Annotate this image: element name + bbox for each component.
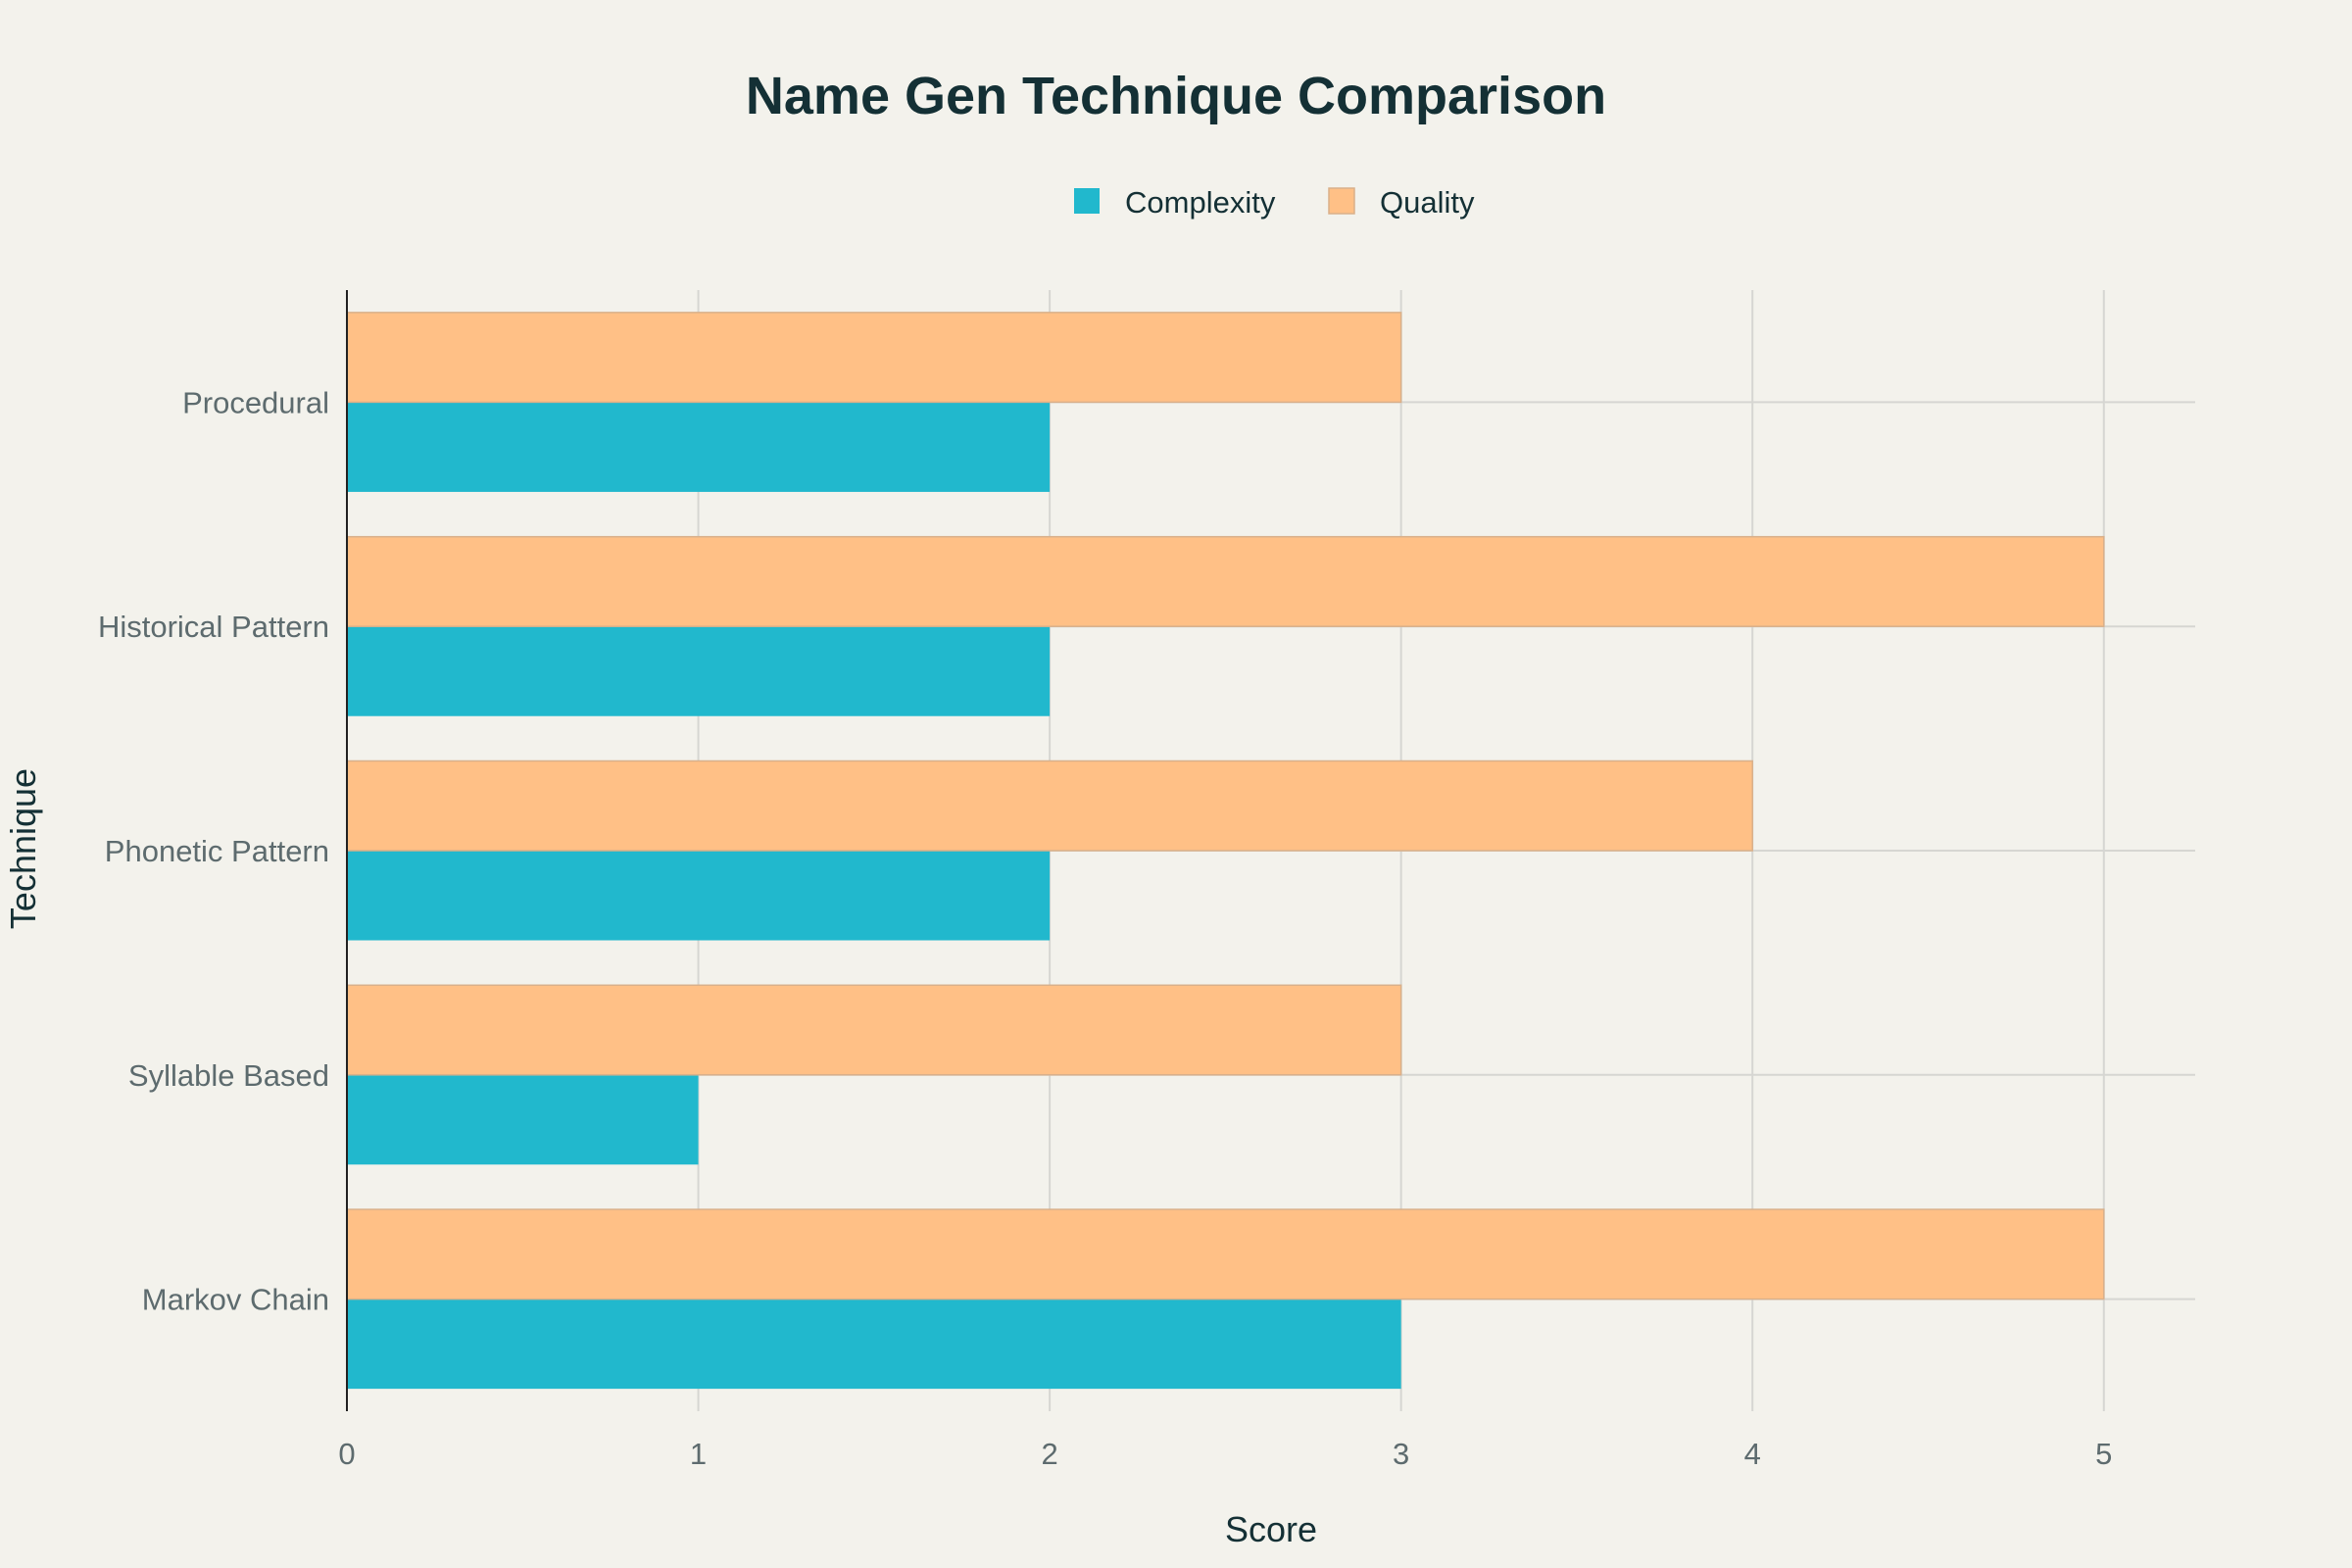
y-axis-title: Technique (3, 768, 43, 929)
bar-quality-procedural (346, 312, 1402, 404)
legend-swatch (1328, 187, 1355, 215)
y-tick-label: Historical Pattern (98, 610, 329, 644)
bar-quality-historical-pattern (346, 535, 2105, 627)
legend-item-complexity[interactable]: Complexity (1074, 185, 1276, 220)
tick-labels: Markov Chain Syllable Based Phonetic Patte… (98, 385, 2112, 1471)
y-tick-label: Procedural (182, 385, 329, 419)
bar-complexity-markov-chain (347, 1298, 1401, 1390)
bar-quality-phonetic-pattern (346, 760, 1753, 852)
x-tick-label: 3 (1393, 1437, 1409, 1471)
x-tick-label: 5 (2095, 1437, 2112, 1471)
bar-complexity-procedural (347, 402, 1051, 492)
y-tick-label: Syllable Based (128, 1058, 329, 1093)
legend[interactable]: Complexity Quality (1074, 185, 1475, 220)
x-tick-label: 1 (690, 1437, 707, 1471)
bar-complexity-syllable-based (347, 1074, 699, 1165)
legend-item-quality[interactable]: Quality (1328, 185, 1475, 220)
legend-label: Complexity (1125, 185, 1276, 220)
x-tick-label: 0 (338, 1437, 355, 1471)
bar-quality-markov-chain (346, 1208, 2105, 1300)
bar-complexity-historical-pattern (347, 626, 1051, 716)
y-tick-label: Markov Chain (142, 1283, 329, 1317)
chart-title: Name Gen Technique Comparison (746, 67, 1606, 125)
bar-quality-syllable-based (346, 984, 1402, 1076)
x-axis-title: Score (1225, 1509, 1317, 1549)
y-tick-label: Phonetic Pattern (105, 834, 329, 868)
bars (346, 312, 2105, 1390)
bar-complexity-phonetic-pattern (347, 851, 1051, 941)
legend-swatch (1074, 188, 1100, 214)
legend-label: Quality (1380, 185, 1475, 220)
x-tick-label: 4 (1744, 1437, 1761, 1471)
x-tick-label: 2 (1041, 1437, 1057, 1471)
